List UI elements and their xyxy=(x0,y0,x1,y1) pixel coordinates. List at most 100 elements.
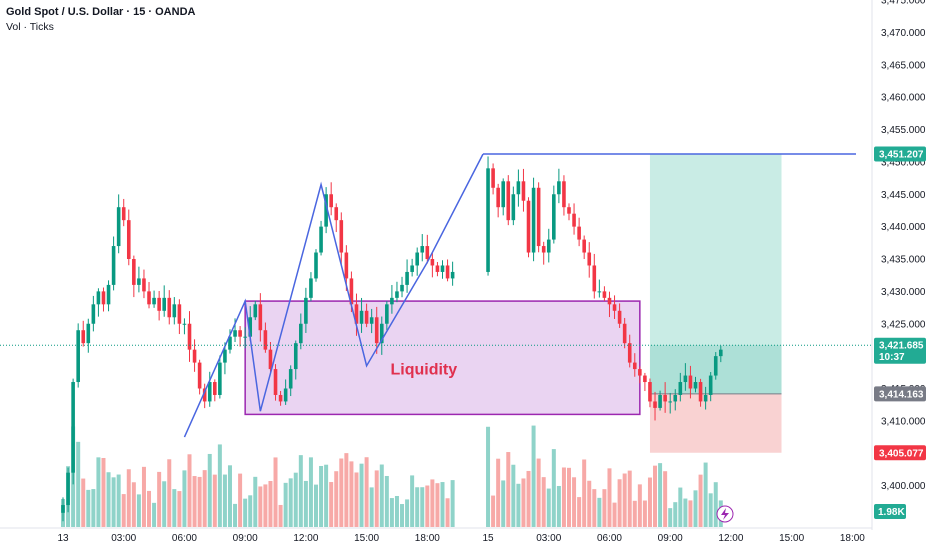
volume-bar xyxy=(703,462,708,527)
volume-bar xyxy=(673,502,678,527)
candle-body xyxy=(207,382,212,402)
candle-body xyxy=(152,297,156,305)
volume-bar xyxy=(546,488,551,527)
symbol-title[interactable]: Gold Spot / U.S. Dollar · 15 · OANDA xyxy=(6,6,196,18)
volume-bar xyxy=(486,426,491,527)
candle-body xyxy=(683,375,688,383)
volume-bar xyxy=(329,482,334,527)
candle-body xyxy=(61,505,65,513)
candle-body xyxy=(673,394,678,402)
candle-body xyxy=(693,382,698,389)
candle-body xyxy=(233,330,237,337)
candle-body xyxy=(339,220,344,253)
volume-bar xyxy=(106,472,111,527)
volume-bar xyxy=(653,465,658,527)
candle-body xyxy=(101,291,106,305)
candle-body xyxy=(334,207,339,221)
candle-body xyxy=(319,226,323,253)
volume-indicator-label[interactable]: Vol · Ticks xyxy=(6,21,54,33)
volume-bar xyxy=(379,464,384,527)
volume-bar xyxy=(217,444,222,527)
candle-body xyxy=(86,323,91,344)
volume-bar xyxy=(577,497,582,527)
candle-body xyxy=(329,194,333,208)
candle-body xyxy=(238,330,242,337)
time-tick-label: 13 xyxy=(57,533,69,544)
candle-body xyxy=(167,297,172,318)
volume-bar xyxy=(162,481,167,527)
time-tick-label: 03:00 xyxy=(111,533,136,544)
volume-bar xyxy=(389,498,394,527)
volume-bar xyxy=(521,478,526,527)
candle-body xyxy=(536,187,541,247)
volume-bar xyxy=(592,489,597,527)
candle-body xyxy=(719,349,723,357)
volume-bar xyxy=(405,499,410,527)
candle-body xyxy=(622,323,627,344)
candle-body xyxy=(617,310,622,324)
candle-body xyxy=(516,181,521,195)
candle-body xyxy=(81,330,86,344)
candle-body xyxy=(96,291,101,305)
volume-bar xyxy=(556,485,561,527)
candle-body xyxy=(562,181,566,208)
candle-body xyxy=(506,181,511,221)
volume-bar xyxy=(116,474,121,527)
candle-body xyxy=(126,220,131,259)
price-tick-label: 3,475.000 xyxy=(881,0,926,7)
candle-body xyxy=(349,278,354,305)
volume-bar xyxy=(359,463,364,527)
candle-body xyxy=(627,343,632,363)
volume-bar xyxy=(147,490,152,527)
candle-body xyxy=(531,187,536,253)
volume-bar xyxy=(192,476,197,527)
candle-body xyxy=(440,265,445,272)
candle-body xyxy=(557,181,561,195)
volume-bar xyxy=(334,471,339,527)
volume-bar xyxy=(627,470,632,527)
volume-bar xyxy=(632,500,637,527)
candle-body xyxy=(597,291,602,293)
candle-body xyxy=(142,278,146,292)
volume-bar xyxy=(602,489,607,527)
volume-bar xyxy=(258,486,263,527)
time-tick-label: 15 xyxy=(482,533,494,544)
volume-bar xyxy=(263,484,268,527)
candle-body xyxy=(400,284,404,292)
volume-tag: 1.98K xyxy=(878,507,905,518)
time-tick-label: 18:00 xyxy=(415,533,440,544)
volume-bar xyxy=(303,480,308,527)
liquidity-zone xyxy=(244,300,641,416)
price-tick-label: 3,465.000 xyxy=(881,60,926,71)
volume-bar xyxy=(319,465,324,527)
target-price-tag-bg xyxy=(874,146,926,162)
volume-bar xyxy=(607,468,612,527)
volume-bar xyxy=(293,472,298,527)
candle-body xyxy=(111,246,116,285)
volume-bar xyxy=(111,477,116,527)
volume-bar xyxy=(587,480,592,527)
price-tick-label: 3,425.000 xyxy=(881,319,926,330)
volume-bar xyxy=(152,502,157,527)
candle-body xyxy=(374,317,379,344)
volume-bar xyxy=(708,493,713,527)
volume-bar xyxy=(420,487,425,527)
volume-bar xyxy=(374,470,379,527)
volume-bar xyxy=(501,480,506,527)
volume-bar xyxy=(647,477,652,527)
volume-bar xyxy=(96,457,101,527)
volume-bar xyxy=(384,475,389,527)
candle-body xyxy=(223,349,227,363)
candle-body xyxy=(526,200,531,253)
candle-body xyxy=(648,382,652,402)
volume-bar xyxy=(324,464,329,527)
volume-bar xyxy=(202,470,207,527)
volume-bar xyxy=(612,502,617,527)
candle-body xyxy=(658,394,662,408)
candle-body xyxy=(121,207,126,221)
candle-body xyxy=(344,252,349,279)
candle-body xyxy=(258,304,263,331)
